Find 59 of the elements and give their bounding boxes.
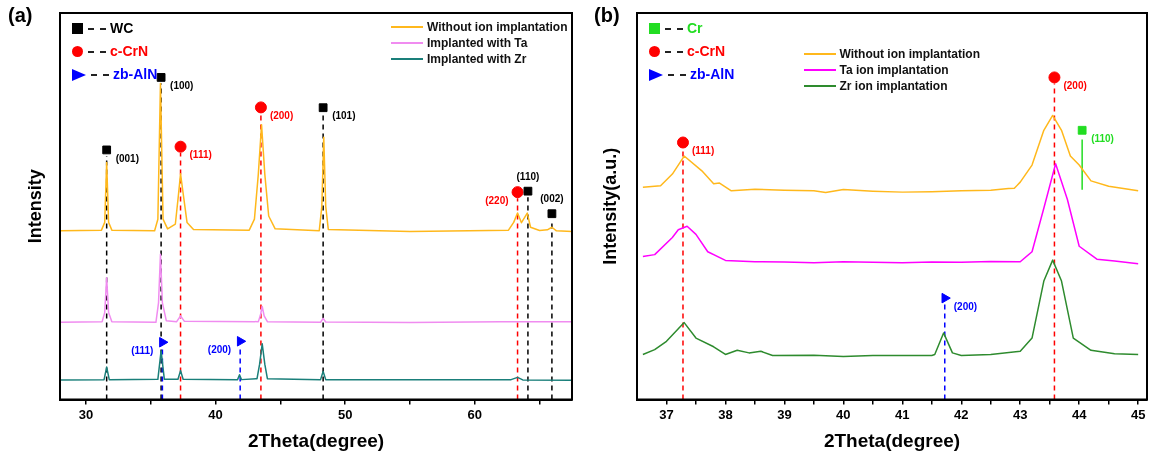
annotation: (200) [1063,80,1087,92]
point [159,336,169,348]
point [102,145,112,155]
legend-label: Implanted with Zr [427,51,527,67]
legend-label: Implanted with Ta [427,35,528,51]
point [174,140,187,153]
text: zb-AlN [690,65,735,84]
annotation: (001) [115,152,140,164]
text: WC [110,19,134,38]
x-tick-label: 38 [718,406,733,422]
legend-label: Zr ion implantation [839,78,948,94]
annotation: (111) [189,149,212,161]
x-tick-label: 40 [208,406,223,422]
annotation: (100) [170,80,194,92]
point [156,73,166,82]
text: zb-AlN [113,65,158,84]
point [318,103,328,113]
annotation: (111) [691,145,715,157]
annotation: (200) [269,110,294,122]
x-tick-label: 41 [895,406,910,422]
y-axis-title: Intensity [24,169,45,244]
point [511,186,524,199]
legend-label: Without ion implantation [427,19,568,35]
text: Cr [687,19,703,38]
annotation: (200) [953,300,978,312]
x-tick-label: 37 [659,406,674,422]
x-tick-label: 30 [78,406,94,422]
point [941,292,951,304]
point [547,209,557,219]
x-axis-title: 2Theta(degree) [247,429,385,451]
point [1077,125,1087,135]
annotation: (220) [485,194,509,206]
annotation: (111) [131,345,154,356]
x-tick-label: 40 [836,406,851,422]
x-tick-label: 44 [1071,406,1088,422]
annotation: (110) [1091,133,1114,145]
x-tick-label: 39 [777,406,792,422]
x-tick-label: 45 [1130,406,1146,422]
point [676,136,689,149]
annotation: (110) [516,170,540,182]
point [523,186,533,196]
annotation: (002) [540,193,564,205]
x-tick-label: 42 [954,406,969,422]
legend-label: Without ion implantation [839,46,981,62]
legend-label: Ta ion implantation [839,62,949,78]
chart-title: (b) [594,3,620,26]
point [1048,71,1061,84]
text: c-CrN [110,42,149,61]
chart-title: (a) [8,3,33,26]
x-tick-label: 60 [467,406,483,422]
x-axis-title: 2Theta(degree) [823,429,961,451]
x-tick-label: 50 [337,406,353,422]
annotation: (101) [332,110,356,122]
point [254,101,267,114]
point [236,336,247,347]
text: c-CrN [687,42,726,61]
x-tick-label: 43 [1013,406,1028,422]
annotation: (200) [207,344,232,356]
y-axis-title: Intensity(a.u.) [599,147,620,265]
